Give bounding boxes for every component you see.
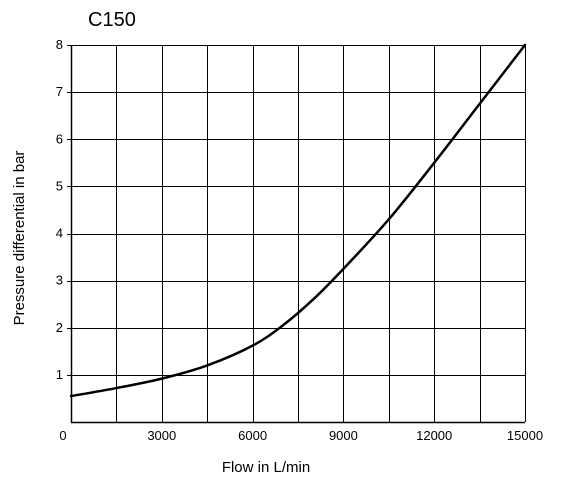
x-tick-label: 9000 bbox=[329, 428, 358, 443]
y-tick-label: 4 bbox=[56, 226, 63, 241]
y-tick-label: 6 bbox=[56, 131, 63, 146]
y-tick-label: 3 bbox=[56, 273, 63, 288]
series-line bbox=[69, 43, 527, 398]
y-tick-label: 1 bbox=[56, 367, 63, 382]
x-tick-label: 6000 bbox=[238, 428, 267, 443]
axis-ticks: 0 3000 6000 9000 12000 15000 1 2 3 4 5 6 7 8 bbox=[56, 37, 543, 443]
x-tick-label: 15000 bbox=[507, 428, 543, 443]
series-layer bbox=[69, 43, 527, 398]
y-tick-label: 2 bbox=[56, 320, 63, 335]
grid bbox=[70, 45, 526, 424]
x-axis-label: Flow in L/min bbox=[222, 459, 310, 476]
chart-title: C150 bbox=[88, 9, 136, 31]
y-tick-label: 5 bbox=[56, 178, 63, 193]
y-tick-label: 7 bbox=[56, 84, 63, 99]
x-tick-label: 12000 bbox=[416, 428, 452, 443]
y-tick-label: 8 bbox=[56, 37, 63, 52]
x-tick-label: 0 bbox=[59, 428, 66, 443]
x-tick-label: 3000 bbox=[147, 428, 176, 443]
y-axis-label: Pressure differential in bar bbox=[11, 151, 28, 326]
